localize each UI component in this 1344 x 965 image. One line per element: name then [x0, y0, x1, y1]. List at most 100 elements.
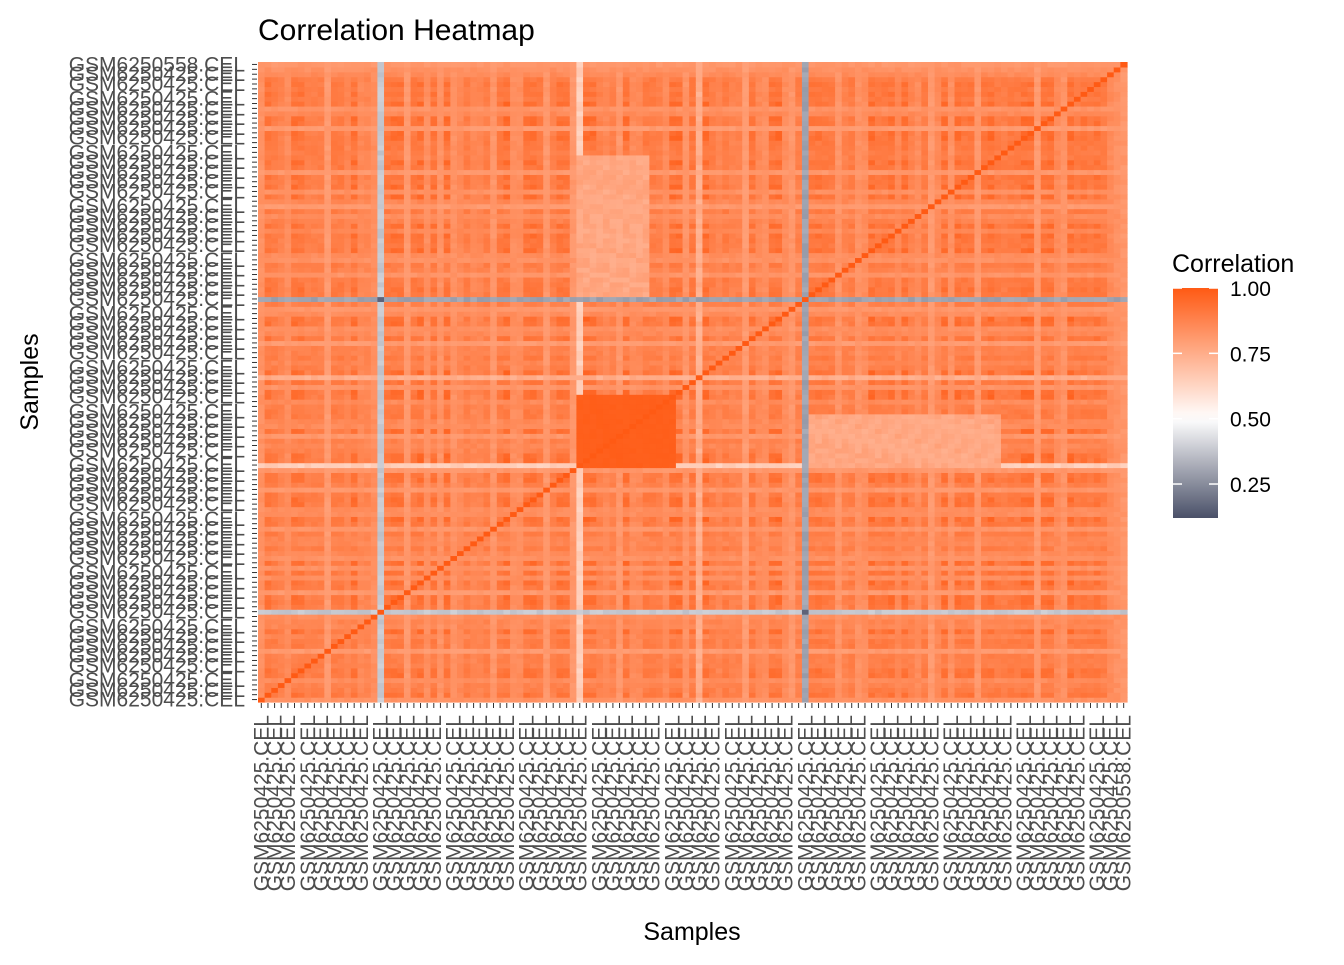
heatmap-cell: [277, 228, 286, 234]
heatmap-cell: [264, 511, 272, 517]
heatmap-cell: [470, 218, 478, 224]
heatmap-cell: [390, 399, 398, 405]
heatmap-cell: [324, 149, 332, 156]
heatmap-cell: [403, 257, 412, 263]
heatmap-cell: [317, 687, 325, 693]
heatmap-cell: [277, 306, 286, 312]
heatmap-cell: [384, 66, 392, 73]
heatmap-cell: [470, 140, 478, 146]
heatmap-cell: [443, 218, 451, 224]
heatmap-cell: [324, 682, 332, 688]
heatmap-cell: [258, 540, 266, 547]
heatmap-cell: [297, 535, 306, 542]
heatmap-cell: [450, 677, 458, 684]
heatmap-cell: [271, 403, 279, 410]
heatmap-cell: [330, 203, 339, 210]
heatmap-cell: [264, 535, 272, 542]
heatmap-cell: [297, 428, 306, 434]
heatmap-cell: [297, 433, 306, 439]
heatmap-cell: [357, 330, 365, 337]
heatmap-cell: [423, 369, 432, 376]
heatmap-cell: [510, 623, 518, 630]
heatmap-cell: [410, 555, 418, 561]
heatmap-cell: [384, 369, 392, 376]
heatmap-cell: [330, 174, 339, 180]
heatmap-cell: [357, 335, 365, 342]
heatmap-cell: [423, 462, 432, 469]
heatmap-cell: [357, 628, 365, 635]
heatmap-cell: [377, 66, 385, 73]
heatmap-cell: [258, 154, 266, 161]
heatmap-cell: [277, 364, 286, 371]
heatmap-cell: [397, 374, 405, 381]
heatmap-cell: [330, 135, 339, 141]
heatmap-cell: [496, 140, 505, 146]
heatmap-cell: [370, 423, 378, 430]
heatmap-cell: [271, 589, 279, 596]
heatmap-cell: [476, 193, 485, 200]
heatmap-cell: [437, 570, 445, 576]
heatmap-cell: [370, 589, 378, 596]
heatmap-cell: [304, 291, 312, 298]
heatmap-cell: [463, 306, 471, 312]
heatmap-cell: [357, 286, 365, 293]
heatmap-cell: [304, 125, 312, 131]
heatmap-cell: [291, 91, 299, 97]
heatmap-cell: [403, 394, 412, 400]
heatmap-cell: [430, 164, 438, 171]
heatmap-cell: [423, 232, 432, 239]
heatmap-cell: [384, 574, 392, 581]
heatmap-cell: [476, 447, 485, 454]
heatmap-cell: [264, 364, 272, 371]
heatmap-cell: [470, 477, 478, 483]
heatmap-cell: [443, 570, 451, 576]
heatmap-cell: [344, 443, 352, 449]
heatmap-cell: [258, 223, 266, 229]
heatmap-cell: [483, 276, 491, 283]
heatmap-cell: [304, 467, 312, 473]
heatmap-cell: [350, 501, 359, 508]
heatmap-cell: [417, 433, 425, 439]
heatmap-cell: [324, 628, 332, 635]
heatmap-cell: [350, 105, 359, 112]
heatmap-cell: [437, 330, 445, 337]
heatmap-cell: [476, 267, 485, 273]
heatmap-cell: [430, 237, 438, 244]
heatmap-cell: [317, 125, 325, 131]
heatmap-cell: [417, 208, 425, 215]
heatmap-cell: [403, 267, 412, 273]
heatmap-cell: [350, 423, 359, 430]
heatmap-cell: [490, 174, 498, 180]
heatmap-cell: [496, 677, 505, 684]
heatmap-cell: [284, 447, 292, 454]
heatmap-cell: [496, 340, 505, 346]
heatmap-cell: [496, 218, 505, 224]
heatmap-cell: [311, 86, 319, 92]
heatmap-cell: [277, 198, 286, 205]
heatmap-cell: [258, 281, 266, 288]
heatmap-cell: [483, 340, 491, 346]
heatmap-cell: [384, 281, 392, 288]
heatmap-cell: [510, 697, 518, 703]
heatmap-cell: [324, 584, 332, 591]
heatmap-cell: [284, 184, 292, 190]
heatmap-cell: [417, 423, 425, 430]
heatmap-cell: [450, 149, 458, 156]
heatmap-cell: [437, 623, 445, 630]
heatmap-cell: [390, 369, 398, 376]
heatmap-cell: [297, 71, 306, 78]
heatmap-cell: [364, 135, 372, 141]
heatmap-cell: [350, 218, 359, 224]
heatmap-cell: [430, 662, 438, 669]
heatmap-cell: [503, 379, 511, 386]
heatmap-cell: [304, 145, 312, 151]
heatmap-cell: [390, 193, 398, 200]
heatmap-cell: [304, 101, 312, 107]
heatmap-cell: [304, 403, 312, 410]
heatmap-cell: [450, 66, 458, 73]
heatmap-cell: [337, 169, 345, 175]
heatmap-cell: [437, 257, 445, 263]
heatmap-cell: [344, 408, 352, 415]
heatmap-cell: [423, 62, 432, 68]
heatmap-cell: [496, 316, 505, 322]
